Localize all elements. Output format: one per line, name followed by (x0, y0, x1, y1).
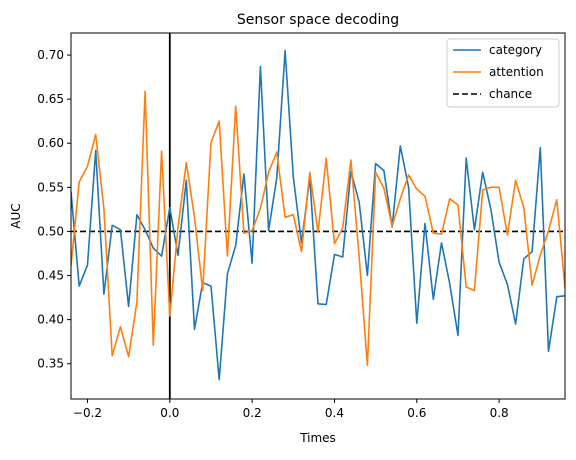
y-tick-label: 0.45 (37, 269, 64, 283)
legend-label-attention: attention (489, 65, 544, 79)
legend-label-category: category (489, 43, 542, 57)
legend-box (446, 38, 560, 108)
x-tick-label: 0.8 (490, 406, 509, 420)
y-tick-label: 0.50 (37, 224, 64, 238)
y-tick-label: 0.65 (37, 92, 64, 106)
plot-area (70, 32, 566, 400)
plot-frame (70, 32, 566, 400)
x-tick-label: 0.4 (325, 406, 344, 420)
chart-title: Sensor space decoding (237, 12, 399, 28)
y-axis: 0.35 0.40 0.45 0.50 0.55 0.60 0.65 0.70 (37, 48, 71, 371)
series-line-category (71, 49, 565, 381)
x-tick-label: 0.2 (243, 406, 262, 420)
y-tick-label: 0.70 (37, 48, 64, 62)
series-layer (71, 49, 565, 381)
y-tick-label: 0.40 (37, 313, 64, 327)
x-tick-label: −0.2 (73, 406, 102, 420)
y-tick-label: 0.35 (37, 357, 64, 371)
y-axis-label: AUC (9, 203, 23, 228)
legend-label-chance: chance (489, 87, 532, 101)
y-tick-label: 0.55 (37, 180, 64, 194)
legend: category attention chance (446, 38, 560, 108)
x-axis-label: Times (299, 431, 336, 445)
x-tick-label: 0.6 (407, 406, 426, 420)
y-tick-label: 0.60 (37, 136, 64, 150)
x-axis: −0.2 0.0 0.2 0.4 0.6 0.8 (73, 399, 509, 420)
series-line-attention (71, 90, 565, 367)
x-tick-label: 0.0 (160, 406, 179, 420)
